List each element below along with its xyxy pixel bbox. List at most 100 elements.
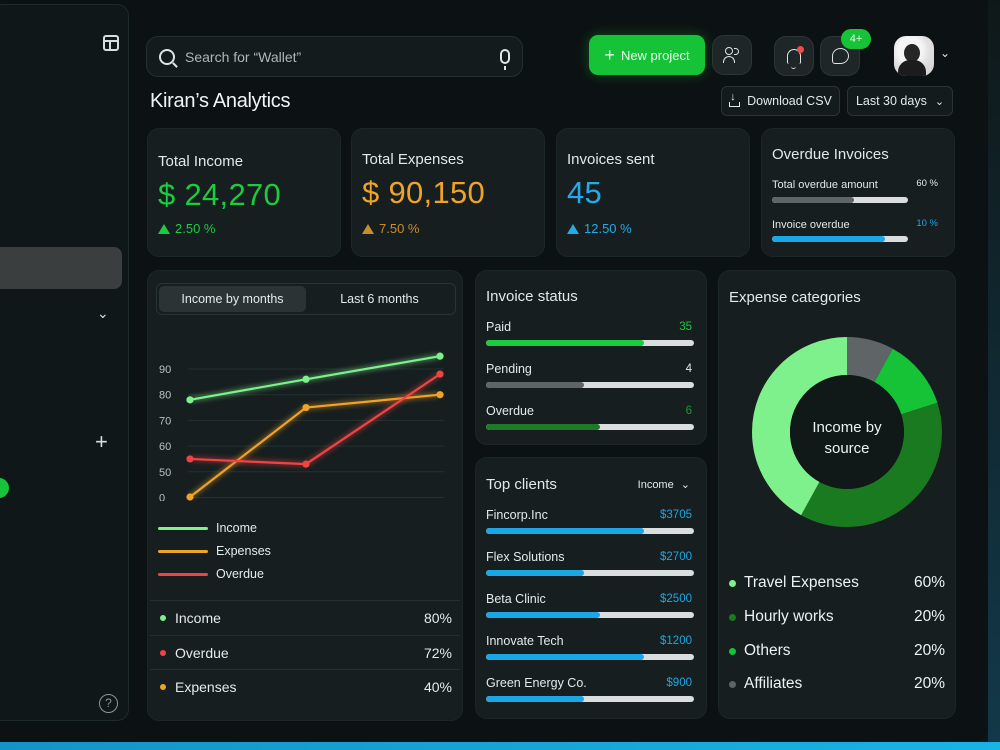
series-line-income (189, 355, 441, 401)
client-bar-fill (486, 696, 584, 702)
legend-swatch (158, 549, 208, 553)
data-point[interactable] (436, 370, 444, 378)
invoice-status-label: Pending (486, 362, 532, 376)
expense-category-row: Others 20% (729, 642, 945, 660)
date-range-label: Last 30 days (855, 94, 927, 108)
category-label: Affiliates (744, 675, 803, 692)
donut-slice-travel-expenses[interactable] (752, 337, 942, 527)
category-value: 20% (913, 608, 945, 625)
y-tick-label: 50 (159, 467, 171, 479)
download-icon (729, 91, 741, 107)
overdue-bar-fill (772, 197, 854, 203)
client-bar-fill (486, 570, 584, 576)
tab-last-6-months[interactable]: Last 6 months (340, 292, 419, 306)
data-point[interactable] (302, 460, 310, 468)
bell-icon (787, 48, 801, 69)
donut-slice-hourly-works[interactable] (752, 337, 942, 527)
data-point[interactable] (436, 352, 444, 360)
income-chart-card: Income by months Last 6 months 90 80 70 60 5… (147, 270, 463, 721)
notifications-button[interactable] (774, 36, 814, 76)
search-bar[interactable] (146, 36, 523, 77)
status-dot (0, 478, 9, 498)
tab-income-by-months[interactable]: Income by months (159, 286, 306, 312)
legend-item: Overdue (158, 567, 264, 581)
stat-change-value: 2.50 % (175, 221, 216, 236)
y-tick-label: 80 (159, 390, 171, 402)
overdue-title: Overdue Invoices (772, 146, 889, 163)
client-name: Innovate Tech (486, 634, 564, 648)
client-bar (486, 654, 694, 660)
data-point[interactable] (436, 391, 444, 399)
download-csv-label: Download CSV (747, 94, 832, 108)
top-clients-filter[interactable]: Income ⌄ (638, 478, 690, 491)
client-bar (486, 570, 694, 576)
legend-item: Expenses (158, 544, 271, 558)
category-label: Hourly works (744, 608, 834, 625)
messages-badge: 4+ (841, 29, 871, 49)
client-bar (486, 528, 694, 534)
client-name: Fincorp.Inc (486, 508, 548, 522)
client-bar (486, 696, 694, 702)
data-point[interactable] (186, 493, 194, 501)
overdue-bar (772, 236, 908, 242)
up-arrow-icon (158, 223, 170, 234)
microphone-icon[interactable] (500, 49, 510, 70)
client-value: $2500 (660, 593, 692, 605)
summary-label: Income (175, 609, 221, 626)
client-value: $3705 (660, 509, 692, 521)
summary-row: Expenses 40% (150, 669, 460, 703)
top-clients-filter-label: Income (637, 479, 674, 491)
new-project-button[interactable]: + New project (589, 35, 705, 75)
overdue-label: Invoice overdue (772, 219, 850, 231)
overdue-bar (772, 197, 908, 203)
client-bar-fill (486, 528, 645, 534)
data-point[interactable] (302, 403, 310, 412)
help-icon[interactable]: ? (99, 694, 118, 713)
client-value: $1200 (660, 635, 692, 647)
stat-card-income: Total Income $ 24,270 2.50 % (147, 128, 341, 257)
chevron-down-icon[interactable]: ⌄ (97, 305, 109, 321)
users-icon (723, 47, 741, 63)
category-value: 20% (913, 642, 945, 659)
category-label: Others (744, 642, 791, 659)
overdue-pct: 60 % (916, 178, 938, 189)
layout-toggle-icon[interactable] (103, 35, 119, 51)
sidebar-active-item[interactable] (0, 247, 122, 289)
client-bar (486, 612, 694, 618)
y-tick-label: 90 (159, 364, 171, 376)
donut-center-label: Income by source (812, 419, 882, 457)
chevron-down-icon[interactable]: ⌄ (940, 46, 951, 60)
data-point[interactable] (302, 375, 310, 383)
avatar[interactable] (894, 36, 934, 76)
summary-label: Expenses (175, 678, 237, 695)
download-csv-button[interactable]: Download CSV (721, 86, 840, 116)
client-name: Green Energy Co. (486, 676, 587, 690)
invoice-status-fill (486, 340, 645, 346)
category-value: 20% (913, 675, 945, 692)
legend-label: Overdue (216, 567, 264, 581)
summary-value: 80% (423, 609, 452, 626)
category-dot (729, 680, 736, 688)
stat-change-value: 7.50 % (379, 221, 420, 236)
stat-change: 12.50 % (567, 221, 632, 236)
up-arrow-icon (362, 223, 374, 234)
data-point[interactable] (186, 396, 194, 404)
invoice-status-title: Invoice status (486, 288, 578, 305)
add-icon[interactable]: + (95, 429, 108, 454)
dashboard-screen: ⌄ + ? + New project 4+ ⌄ Kiran’s Analyti… (0, 0, 988, 742)
search-input[interactable] (185, 48, 500, 65)
expense-category-row: Hourly works 20% (729, 608, 945, 626)
invoice-status-value: 6 (685, 405, 692, 417)
category-dot (729, 613, 736, 621)
date-range-select[interactable]: Last 30 days ⌄ (847, 86, 953, 116)
summary-row: Income 80% (150, 600, 460, 634)
data-point[interactable] (186, 455, 194, 463)
messages-button[interactable] (820, 36, 860, 76)
invoice-status-bar (486, 382, 694, 388)
notification-dot (797, 46, 804, 53)
team-button[interactable] (712, 35, 752, 75)
category-dot (729, 579, 736, 587)
client-name: Flex Solutions (486, 550, 565, 564)
overdue-pct: 10 % (916, 218, 938, 229)
invoice-status-value: 35 (679, 321, 692, 333)
